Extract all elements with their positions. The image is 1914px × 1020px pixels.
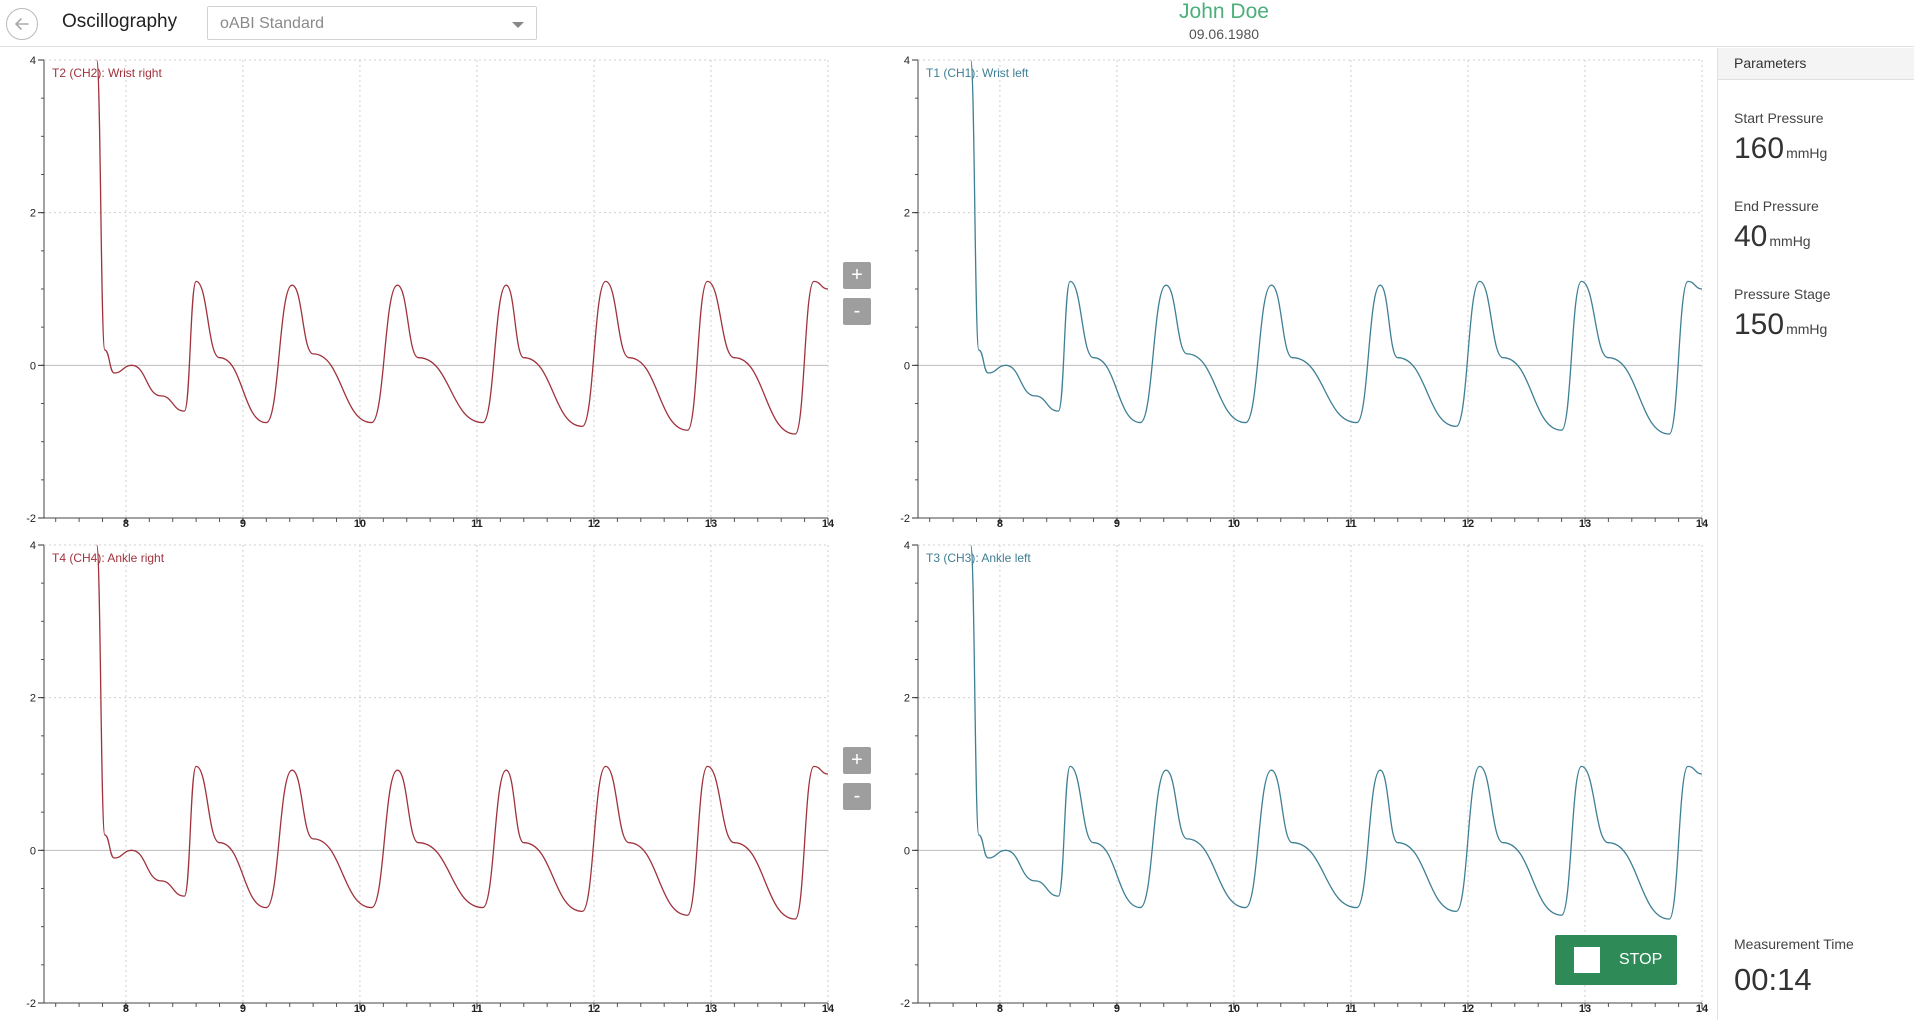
x-tick-label: 14: [1696, 518, 1709, 528]
zoom-out-button-top[interactable]: -: [843, 298, 871, 325]
series-line: [970, 59, 1703, 435]
zoom-in-button-top[interactable]: +: [843, 262, 871, 289]
x-tick-label: 13: [1579, 1003, 1591, 1013]
y-tick-label: -2: [26, 998, 36, 1010]
patient-name: John Doe: [1179, 0, 1269, 23]
plot-ankle-left: -2 0 2 4 8 9 10 11 12 13 14 T3 (CH3): Ankle left: [874, 533, 1714, 1013]
page-title: Oscillography: [62, 11, 178, 32]
y-tick-label: -2: [26, 513, 36, 525]
param-unit: mmHg: [1786, 321, 1828, 337]
x-tick-label: 12: [1462, 518, 1474, 528]
x-tick-label: 9: [240, 1003, 246, 1013]
y-tick-label: -2: [900, 513, 910, 525]
back-button[interactable]: [6, 8, 38, 40]
x-tick-label: 10: [354, 1003, 366, 1013]
param-label: Pressure Stage: [1734, 286, 1831, 302]
chart-title: T1 (CH1): Wrist left: [926, 66, 1029, 80]
zoom-out-button-bottom[interactable]: -: [843, 783, 871, 810]
y-tick-label: 2: [30, 208, 36, 220]
chart-title: T3 (CH3): Ankle left: [926, 551, 1031, 565]
param-value: 150: [1734, 308, 1785, 341]
chart-svg: -2 0 2 4 8 9 10 11 12 13 14 T1 (CH1): Wrist left: [900, 55, 1709, 528]
parameters-panel-title: Parameters: [1734, 55, 1807, 71]
series-line: [96, 59, 829, 435]
stop-button[interactable]: STOP: [1555, 935, 1677, 985]
x-tick-label: 8: [997, 1003, 1003, 1013]
app-header: Oscillography oABI Standard John Doe 09.…: [0, 0, 1914, 47]
protocol-select-value: oABI Standard: [220, 15, 325, 32]
chart-svg: -2 0 2 4 8 9 10 11 12 13 14 T3 (CH3): Ankle left: [900, 540, 1709, 1013]
x-tick-label: 11: [471, 518, 483, 528]
param-unit: mmHg: [1769, 233, 1811, 249]
y-tick-label: 2: [904, 693, 910, 705]
y-tick-label: 2: [904, 208, 910, 220]
arrow-left-icon: [15, 18, 29, 30]
y-tick-label: 2: [30, 693, 36, 705]
stop-button-label: STOP: [1619, 951, 1663, 968]
series-line: [96, 544, 829, 920]
y-tick-label: 0: [30, 360, 36, 372]
x-tick-label: 11: [1345, 518, 1357, 528]
protocol-select[interactable]: oABI Standard: [207, 6, 537, 40]
series-line: [970, 544, 1703, 920]
x-tick-label: 9: [1114, 1003, 1120, 1013]
x-tick-label: 14: [1696, 1003, 1709, 1013]
zoom-in-button-bottom[interactable]: +: [843, 747, 871, 774]
x-tick-label: 8: [123, 518, 129, 528]
x-tick-label: 13: [705, 518, 717, 528]
x-tick-label: 10: [1228, 1003, 1240, 1013]
x-tick-label: 13: [1579, 518, 1591, 528]
plot-wrist-right: -2 0 2 4 8 9 10 11 12 13 14 T2 (CH2): Wrist right: [0, 48, 840, 528]
x-tick-label: 8: [997, 518, 1003, 528]
measurement-time-label: Measurement Time: [1734, 936, 1854, 952]
param-pressure-stage: Pressure Stage 150 mmHg: [1734, 286, 1831, 342]
y-tick-label: 4: [904, 540, 910, 552]
param-end-pressure: End Pressure 40 mmHg: [1734, 198, 1819, 254]
x-tick-label: 9: [240, 518, 246, 528]
y-tick-label: 4: [30, 55, 36, 67]
param-value: 40: [1734, 220, 1768, 253]
param-start-pressure: Start Pressure 160 mmHg: [1734, 110, 1827, 166]
y-tick-label: 0: [904, 845, 910, 857]
x-tick-label: 12: [1462, 1003, 1474, 1013]
x-tick-label: 11: [471, 1003, 483, 1013]
parameters-panel: Parameters Start Pressure 160 mmHg End Pr…: [1717, 48, 1914, 1020]
param-label: End Pressure: [1734, 198, 1819, 214]
y-tick-label: 4: [30, 540, 36, 552]
x-tick-label: 10: [354, 518, 366, 528]
x-tick-label: 8: [123, 1003, 129, 1013]
y-tick-label: -2: [900, 998, 910, 1010]
x-tick-label: 14: [822, 518, 835, 528]
param-label: Start Pressure: [1734, 110, 1824, 126]
x-tick-label: 12: [588, 1003, 600, 1013]
y-tick-label: 0: [30, 845, 36, 857]
parameters-panel-header: Parameters: [1718, 48, 1914, 80]
x-tick-label: 10: [1228, 518, 1240, 528]
chevron-down-icon: [512, 22, 524, 28]
x-tick-label: 14: [822, 1003, 835, 1013]
param-unit: mmHg: [1786, 145, 1828, 161]
stop-icon: [1574, 947, 1600, 973]
y-tick-label: 4: [904, 55, 910, 67]
chart-svg: -2 0 2 4 8 9 10 11 12 13 14 T2 (CH2): Wrist right: [26, 55, 835, 528]
patient-dob: 09.06.1980: [1188, 26, 1260, 42]
x-tick-label: 9: [1114, 518, 1120, 528]
chart-title: T4 (CH4): Ankle right: [52, 551, 165, 565]
measurement-time-value: 00:14: [1734, 962, 1812, 997]
y-tick-label: 0: [904, 360, 910, 372]
x-tick-label: 13: [705, 1003, 717, 1013]
param-value: 160: [1734, 132, 1785, 165]
x-tick-label: 12: [588, 518, 600, 528]
plot-wrist-left: -2 0 2 4 8 9 10 11 12 13 14 T1 (CH1): Wrist left: [874, 48, 1714, 528]
plot-ankle-right: -2 0 2 4 8 9 10 11 12 13 14 T4 (CH4): Ankle right: [0, 533, 840, 1013]
chart-svg: -2 0 2 4 8 9 10 11 12 13 14 T4 (CH4): Ankle right: [26, 540, 835, 1013]
x-tick-label: 11: [1345, 1003, 1357, 1013]
chart-title: T2 (CH2): Wrist right: [52, 66, 162, 80]
